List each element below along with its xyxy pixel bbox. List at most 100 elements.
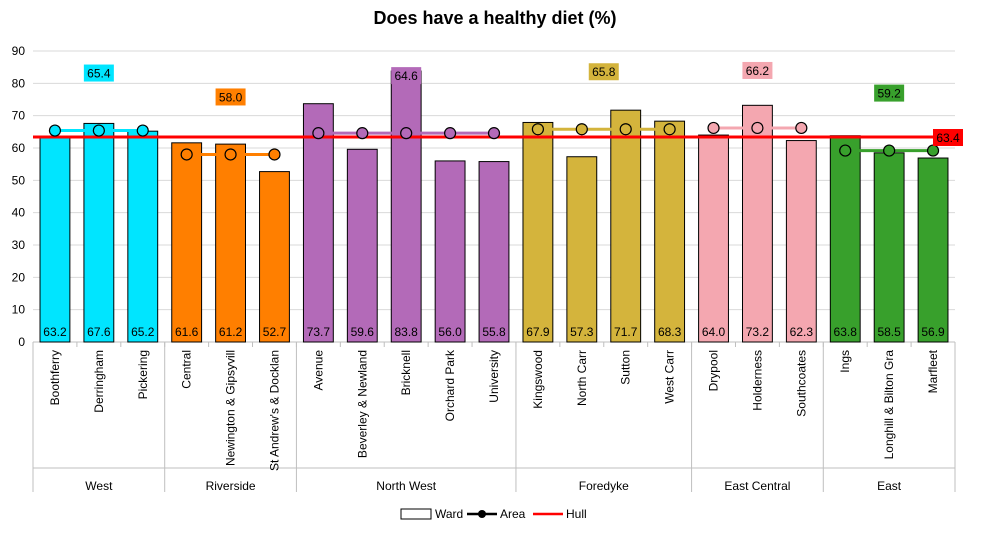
y-tick-label: 70 (12, 109, 26, 123)
x-tick-label: Drypool (707, 350, 721, 391)
bar-value-label: 59.6 (351, 325, 375, 339)
area-marker (268, 148, 281, 161)
area-marker (312, 127, 325, 140)
x-tick-label: Avenue (311, 350, 325, 391)
ward-bar (346, 148, 378, 343)
x-tick-label: Boothferry (48, 350, 62, 405)
legend-hull-label: Hull (566, 507, 587, 521)
x-tick-label: North Carr (575, 350, 589, 406)
bar-value-label: 56.0 (438, 325, 462, 339)
area-marker (487, 127, 501, 140)
ward-bar (434, 160, 466, 343)
area-marker (400, 127, 413, 140)
area-label-box (742, 61, 773, 79)
area-marker (443, 127, 457, 140)
x-tick-label: Beverley & Newland (355, 350, 369, 458)
ward-bar (302, 103, 334, 343)
bar-value-label: 61.2 (219, 325, 243, 339)
bar-value-label: 83.8 (395, 325, 419, 339)
y-tick-label: 10 (12, 303, 26, 317)
area-label-box (874, 84, 905, 102)
y-tick-label: 0 (18, 335, 25, 349)
chart-title: Does have a healthy diet (%) (373, 8, 617, 28)
bar-value-label: 67.9 (526, 325, 550, 339)
bar-value-label: 58.5 (877, 325, 901, 339)
area-label-box (588, 63, 619, 81)
ward-bar (566, 156, 598, 343)
area-marker (180, 148, 193, 161)
ward-bar (215, 143, 246, 343)
hull-label-box (933, 129, 963, 147)
x-tick-label: Longhill & Bilton Gra (882, 350, 896, 460)
area-value-label: 59.2 (877, 87, 901, 101)
x-tick-label: Orchard Park (443, 349, 457, 421)
bar-value-label: 71.7 (614, 325, 638, 339)
bar-value-label: 61.6 (175, 325, 199, 339)
group-label: East (877, 479, 902, 493)
ward-bar (39, 137, 71, 343)
x-tick-label: Ings (838, 350, 852, 373)
x-tick-label: St Andrew's & Docklan (267, 350, 281, 471)
ward-bar (873, 152, 905, 343)
area-value-label: 65.4 (87, 67, 111, 81)
y-tick-label: 20 (12, 270, 26, 284)
bar-value-label: 52.7 (263, 325, 287, 339)
ward-bar (917, 157, 949, 343)
ward-bar (610, 109, 642, 343)
area-marker (663, 123, 676, 136)
y-tick-label: 30 (12, 238, 26, 252)
area-marker (883, 144, 896, 157)
bar-value-label: 73.7 (307, 325, 331, 339)
area-marker (795, 121, 808, 135)
bar-value-label: 62.3 (790, 325, 814, 339)
legend-area-marker (478, 510, 486, 518)
group-label: North West (376, 479, 436, 493)
area-marker (751, 121, 764, 135)
area-value-label: 58.0 (219, 90, 243, 104)
x-tick-label: Derringham (92, 350, 106, 413)
area-marker (356, 127, 369, 140)
legend-ward-swatch (400, 508, 432, 520)
bar-value-label: 63.8 (834, 325, 858, 339)
bar-value-label: 68.3 (658, 325, 682, 339)
bar-value-label: 57.3 (570, 325, 594, 339)
ward-bar (127, 130, 159, 343)
x-tick-label: Sutton (619, 350, 633, 385)
x-tick-label: Pickering (136, 350, 150, 399)
y-tick-label: 50 (12, 173, 26, 187)
area-marker (531, 123, 545, 136)
x-tick-label: Southcoates (794, 350, 808, 417)
ward-bar (654, 120, 686, 343)
x-tick-label: West Carr (663, 350, 677, 404)
ward-bar (171, 142, 203, 343)
area-label-box (83, 64, 114, 82)
area-marker (707, 121, 720, 135)
bar-value-label: 73.2 (746, 325, 770, 339)
bar-value-label: 65.2 (131, 325, 155, 339)
group-label: Riverside (206, 479, 256, 493)
area-value-label: 65.8 (592, 65, 616, 79)
y-tick-label: 90 (12, 44, 26, 58)
area-label-box (391, 67, 422, 85)
bar-value-label: 55.8 (482, 325, 506, 339)
hull-value-label: 63.4 (936, 131, 960, 145)
area-value-label: 64.6 (395, 69, 419, 83)
y-tick-label: 60 (12, 141, 26, 155)
area-marker (224, 148, 237, 161)
area-value-label: 66.2 (746, 64, 770, 78)
area-marker (48, 124, 62, 137)
bar-value-label: 63.2 (43, 325, 67, 339)
legend-ward-label: Ward (435, 507, 463, 521)
area-marker (926, 144, 940, 157)
legend-area-label: Area (500, 507, 526, 521)
ward-bar (742, 104, 773, 343)
bar-value-label: 64.0 (702, 325, 726, 339)
x-tick-label: Newington & Gipsyvill (224, 350, 238, 466)
area-marker (92, 124, 105, 137)
area-marker (136, 124, 149, 137)
ward-bar (478, 161, 510, 343)
y-tick-label: 40 (12, 206, 26, 220)
bar-value-label: 67.6 (87, 325, 111, 339)
group-label: West (85, 479, 113, 493)
